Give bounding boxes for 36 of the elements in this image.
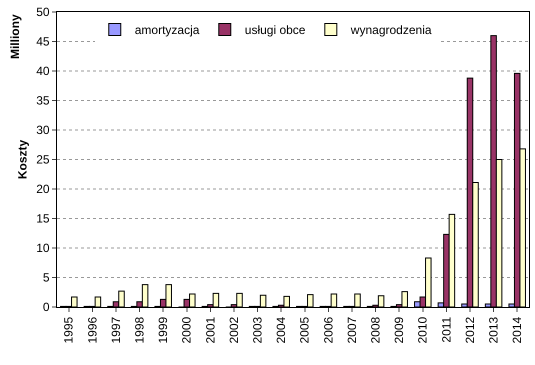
y-tick-label: 30 xyxy=(36,123,50,138)
x-tick-label: 1998 xyxy=(132,316,146,344)
x-tick-label: 2014 xyxy=(510,316,524,344)
x-tick-label: 2011 xyxy=(439,316,454,343)
x-tick-label: 1997 xyxy=(108,316,123,344)
text: Milliony xyxy=(8,14,22,60)
x-tick-label: 2004 xyxy=(274,316,288,344)
x-tick-label: 2005 xyxy=(298,316,312,344)
x-tick-label: 2009 xyxy=(392,316,406,344)
x-tick-label: 1996 xyxy=(85,316,100,344)
y-tick-label: 10 xyxy=(36,241,50,256)
legend-label: usługi obce xyxy=(244,23,306,38)
y-tick-label: 40 xyxy=(36,64,50,78)
y-tick-label: 25 xyxy=(36,152,50,167)
y-tick-label: 15 xyxy=(36,212,50,226)
x-tick-label: 2000 xyxy=(180,316,194,344)
x-tick-label: 2006 xyxy=(321,316,336,344)
x-tick-label: 2007 xyxy=(344,316,359,344)
x-tick-label: 2013 xyxy=(486,316,500,344)
y-tick-label: 5 xyxy=(42,270,50,285)
y-tick-label: 0 xyxy=(42,300,50,314)
x-tick-label: 2003 xyxy=(250,316,264,344)
x-tick-label: 2010 xyxy=(416,316,430,344)
x-tick-label: 1995 xyxy=(62,316,76,344)
y-axis-title: Koszty xyxy=(16,140,30,180)
legend-label: wynagrodzenia xyxy=(350,23,432,38)
y-tick-label: 50 xyxy=(36,5,50,20)
y-tick-label: 20 xyxy=(36,182,50,196)
x-tick-label: 2001 xyxy=(203,316,218,344)
y-tick-label: 35 xyxy=(36,94,50,108)
x-tick-label: 2008 xyxy=(368,316,382,344)
y-tick-label: 45 xyxy=(36,34,50,49)
legend-label: amortyzacja xyxy=(134,23,200,38)
x-tick-label: 2012 xyxy=(462,316,477,344)
x-tick-label: 1999 xyxy=(156,316,170,344)
x-tick-label: 2002 xyxy=(226,316,241,344)
